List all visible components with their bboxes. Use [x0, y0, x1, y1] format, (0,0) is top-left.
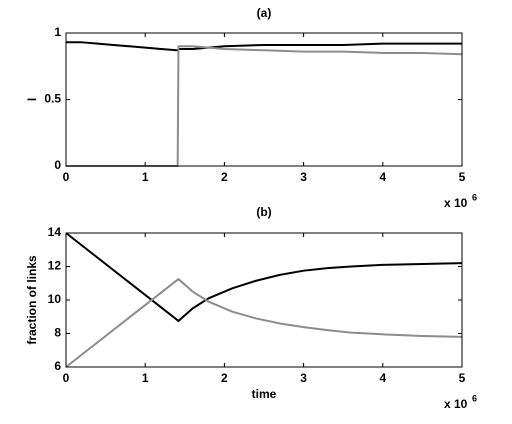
x-tick-label: 2: [221, 170, 228, 184]
x-tick-label: 1: [142, 371, 149, 385]
offset-text: x 10: [444, 196, 468, 210]
y-tick-label: 14: [48, 225, 62, 239]
y-tick-label: 0.5: [44, 92, 61, 106]
offset-exponent: 6: [472, 192, 477, 202]
y-axis-label: fraction of links: [25, 255, 39, 345]
x-tick-label: 4: [379, 371, 386, 385]
x-tick-label: 0: [63, 170, 70, 184]
x-tick-label: 5: [459, 371, 466, 385]
x-axis-label: time: [252, 387, 277, 401]
chart-title: (a): [257, 6, 272, 20]
y-tick-label: 1: [54, 25, 61, 39]
y-axis-label: I: [25, 98, 39, 101]
x-tick-label: 4: [379, 170, 386, 184]
y-tick-label: 6: [54, 359, 61, 373]
x-tick-label: 5: [459, 170, 466, 184]
y-tick-label: 0: [54, 158, 61, 172]
x-tick-label: 1: [142, 170, 149, 184]
y-tick-label: 10: [48, 292, 62, 306]
series-line: [66, 45, 463, 167]
series-line: [65, 232, 463, 322]
x-tick-label: 2: [221, 371, 228, 385]
plot-frame: [65, 232, 463, 368]
x-tick-label: 0: [63, 371, 70, 385]
x-tick-label: 3: [300, 371, 307, 385]
x-tick-label: 3: [300, 170, 307, 184]
offset-text: x 10: [444, 397, 468, 411]
chart-title: (b): [256, 205, 271, 219]
offset-exponent: 6: [472, 393, 477, 403]
y-tick-label: 12: [48, 259, 62, 273]
series-line: [65, 278, 463, 368]
y-tick-label: 8: [54, 326, 61, 340]
series-line: [66, 41, 462, 52]
